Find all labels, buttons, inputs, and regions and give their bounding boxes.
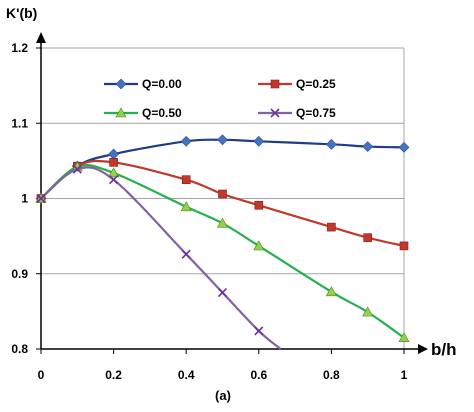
triangle-marker	[253, 240, 265, 251]
legend-entry: Q=0.50	[104, 106, 182, 120]
chart-caption: (a)	[215, 388, 231, 403]
x-tick-label: 0.6	[250, 368, 267, 382]
x-axis-title: b/h	[431, 340, 457, 359]
x-tick-labels: 0 0.2 0.4 0.6 0.8 1	[38, 349, 408, 382]
diamond-marker	[253, 135, 265, 147]
x-tick-label: 0.8	[323, 368, 340, 382]
x-tick-label: 0	[38, 368, 45, 382]
x-marker-stroke	[217, 287, 228, 298]
x-marker-stroke	[181, 249, 191, 259]
x-marker	[270, 108, 280, 118]
triangle-marker	[180, 201, 192, 212]
x-marker-stroke	[254, 326, 264, 336]
legend-label: Q=0.00	[142, 77, 182, 91]
legend-entry: Q=0.25	[258, 77, 336, 91]
triangle-marker	[362, 306, 374, 317]
legend-entry: Q=0.75	[258, 106, 336, 120]
series-Q=0.50	[35, 161, 410, 343]
x-marker	[181, 249, 191, 259]
y-tick-label: 1.2	[11, 41, 28, 55]
y-axis-title: K'(b)	[6, 5, 37, 21]
y-tick-label: 0.9	[11, 267, 28, 281]
series-Q=0.25	[36, 158, 409, 251]
diamond-marker	[180, 135, 192, 147]
square-marker	[181, 175, 191, 184]
x-tick-label: 1	[401, 368, 408, 382]
legend-label: Q=0.50	[142, 106, 182, 120]
triangle-marker	[398, 332, 410, 343]
y-tick-label: 1.1	[11, 116, 28, 130]
x-marker-stroke	[36, 193, 46, 204]
square-marker	[327, 222, 336, 232]
triangle-marker	[325, 286, 337, 297]
legend-label: Q=0.75	[296, 106, 336, 120]
triangle-marker	[108, 167, 120, 178]
x-tick-label: 0.4	[178, 368, 195, 382]
legend-label: Q=0.25	[296, 77, 336, 91]
x-marker	[72, 164, 82, 174]
series-layer	[35, 134, 410, 350]
y-axis-arrow-icon	[36, 32, 46, 43]
x-tick-label: 0.2	[105, 368, 122, 382]
y-tick-label: 0.8	[11, 342, 28, 356]
diamond-marker	[217, 134, 228, 146]
x-marker-stroke	[72, 164, 82, 174]
x-axis-arrow-icon	[418, 344, 428, 354]
square-marker	[363, 233, 373, 242]
gridlines	[41, 47, 405, 349]
x-marker-stroke	[109, 175, 119, 185]
x-marker	[109, 175, 119, 185]
y-tick-label: 1	[21, 192, 28, 206]
diamond-marker	[325, 138, 337, 150]
square-marker	[109, 158, 118, 167]
diamond-marker	[398, 141, 410, 153]
square-marker	[270, 79, 280, 89]
diamond-marker	[115, 78, 127, 90]
triangle-marker	[216, 217, 229, 228]
triangle-marker	[115, 107, 127, 118]
diamond-marker	[108, 148, 120, 160]
x-marker	[217, 287, 228, 298]
y-tick-labels: 0.8 0.9 1 1.1 1.2	[11, 41, 41, 356]
x-marker	[254, 326, 264, 336]
series-line	[40, 159, 405, 247]
x-marker-stroke	[270, 108, 280, 118]
legend-entry: Q=0.00	[104, 77, 182, 91]
legend: Q=0.00 Q=0.25 Q=0.50 Q=0.75	[104, 77, 336, 120]
square-marker	[399, 241, 409, 251]
square-marker	[218, 189, 227, 199]
series-Q=0.75	[36, 164, 282, 350]
diamond-marker	[362, 141, 374, 153]
axes	[36, 32, 428, 354]
x-marker	[36, 193, 46, 204]
square-marker	[254, 200, 264, 210]
